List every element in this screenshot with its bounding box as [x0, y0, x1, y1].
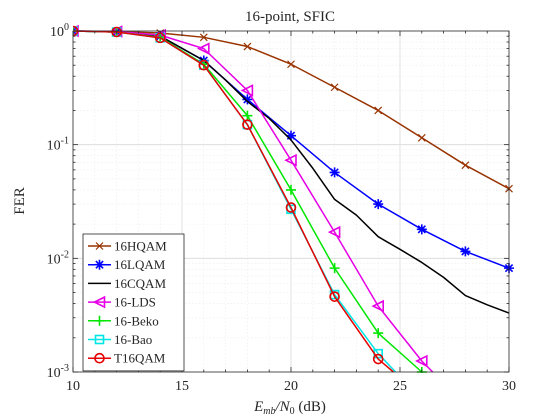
legend-item-16lqam: 16LQAM	[88, 257, 166, 272]
y-tick-exponent: -3	[61, 363, 69, 374]
y-tick-base: 10	[47, 139, 61, 154]
data-point	[197, 42, 210, 55]
y-tick-label: 10-3	[47, 363, 69, 381]
legend-item-16-lds: 16-LDS	[88, 295, 156, 310]
data-point	[330, 83, 339, 92]
legend-label: 16-Bao	[114, 332, 152, 347]
x-label-e-sub: mb	[263, 406, 275, 417]
y-tick-base: 10	[47, 366, 61, 381]
x-label-unit: (dB)	[295, 399, 326, 415]
legend-label: 16-LDS	[114, 295, 156, 310]
series-16hqam	[73, 27, 513, 193]
x-label-e: E	[253, 399, 263, 415]
data-point	[286, 130, 296, 141]
x-tick-label: 30	[502, 379, 516, 394]
series-t16qam	[73, 25, 394, 373]
legend-marker	[94, 315, 105, 326]
series-line	[73, 30, 394, 373]
x-axis-label: Emb/N0 (dB)	[253, 399, 326, 417]
data-point	[415, 354, 428, 368]
y-tick-label: 10-1	[47, 136, 69, 154]
data-point	[242, 94, 253, 105]
chart-title: 16-point, SFIC	[245, 9, 335, 25]
data-point	[329, 291, 340, 302]
axis-ticks	[72, 31, 510, 373]
y-axis-label: FER	[12, 187, 28, 215]
y-tick-exponent: -2	[61, 249, 69, 260]
legend-item-t16qam: T16QAM	[88, 351, 166, 366]
data-point	[198, 59, 210, 71]
legend-marker	[92, 295, 106, 309]
data-point	[329, 263, 340, 274]
y-tick-base: 10	[50, 25, 64, 40]
data-point	[374, 106, 383, 115]
data-point	[111, 26, 122, 38]
y-tick-base: 10	[47, 252, 61, 267]
series-line	[73, 30, 510, 314]
x-tick-label: 20	[284, 379, 298, 394]
legend-item-16hqam: 16HQAM	[88, 239, 167, 254]
data-point	[460, 246, 471, 257]
data-point	[373, 199, 384, 210]
legend-label: 16LQAM	[114, 257, 166, 272]
legend-label: T16QAM	[114, 351, 166, 366]
legend-item-16cqam: 16CQAM	[88, 276, 166, 291]
data-point	[461, 161, 470, 170]
x-label-n-sub: 0	[290, 406, 295, 417]
legend-item-16-beko: 16-Beko	[88, 313, 159, 328]
legend-marker	[94, 334, 105, 345]
data-point	[373, 328, 384, 339]
legend-item-16-bao: 16-Bao	[88, 332, 152, 347]
series-clip-group	[73, 25, 514, 373]
data-point	[371, 299, 385, 313]
legend-marker	[94, 352, 105, 364]
x-tick-label: 25	[393, 379, 407, 394]
data-point	[329, 167, 340, 178]
x-tick-label: 15	[175, 379, 189, 394]
data-point	[416, 224, 427, 235]
y-tick-exponent: 0	[64, 22, 69, 33]
legend-label: 16CQAM	[114, 276, 166, 291]
data-point	[242, 119, 253, 130]
data-point	[199, 33, 208, 42]
y-tick-label: 10-2	[47, 249, 69, 267]
data-point	[417, 133, 426, 142]
x-tick-label: 10	[66, 379, 80, 394]
data-point	[284, 153, 297, 167]
x-tick-labels: 10 15 20 25 30	[66, 379, 516, 394]
series-layer	[73, 25, 514, 373]
data-point	[287, 60, 295, 69]
y-tick-exponent: -1	[61, 136, 69, 147]
data-point	[285, 202, 297, 213]
data-point	[327, 225, 341, 239]
data-point	[286, 184, 296, 195]
x-label-slash-n: /N	[274, 399, 290, 415]
data-point	[372, 353, 384, 365]
legend-label: 16HQAM	[114, 239, 167, 254]
legend-marker	[94, 259, 105, 270]
data-point	[242, 110, 253, 121]
series-16cqam	[73, 30, 510, 314]
legend-label: 16-Beko	[114, 313, 159, 328]
data-point	[243, 42, 252, 51]
legend: 16HQAM 16LQAM 16CQAM 16-LDS 16-Beko 16-Bao T16…	[82, 233, 185, 372]
y-tick-label: 100	[50, 22, 69, 40]
legend-marker	[95, 242, 104, 250]
data-point	[240, 84, 254, 97]
